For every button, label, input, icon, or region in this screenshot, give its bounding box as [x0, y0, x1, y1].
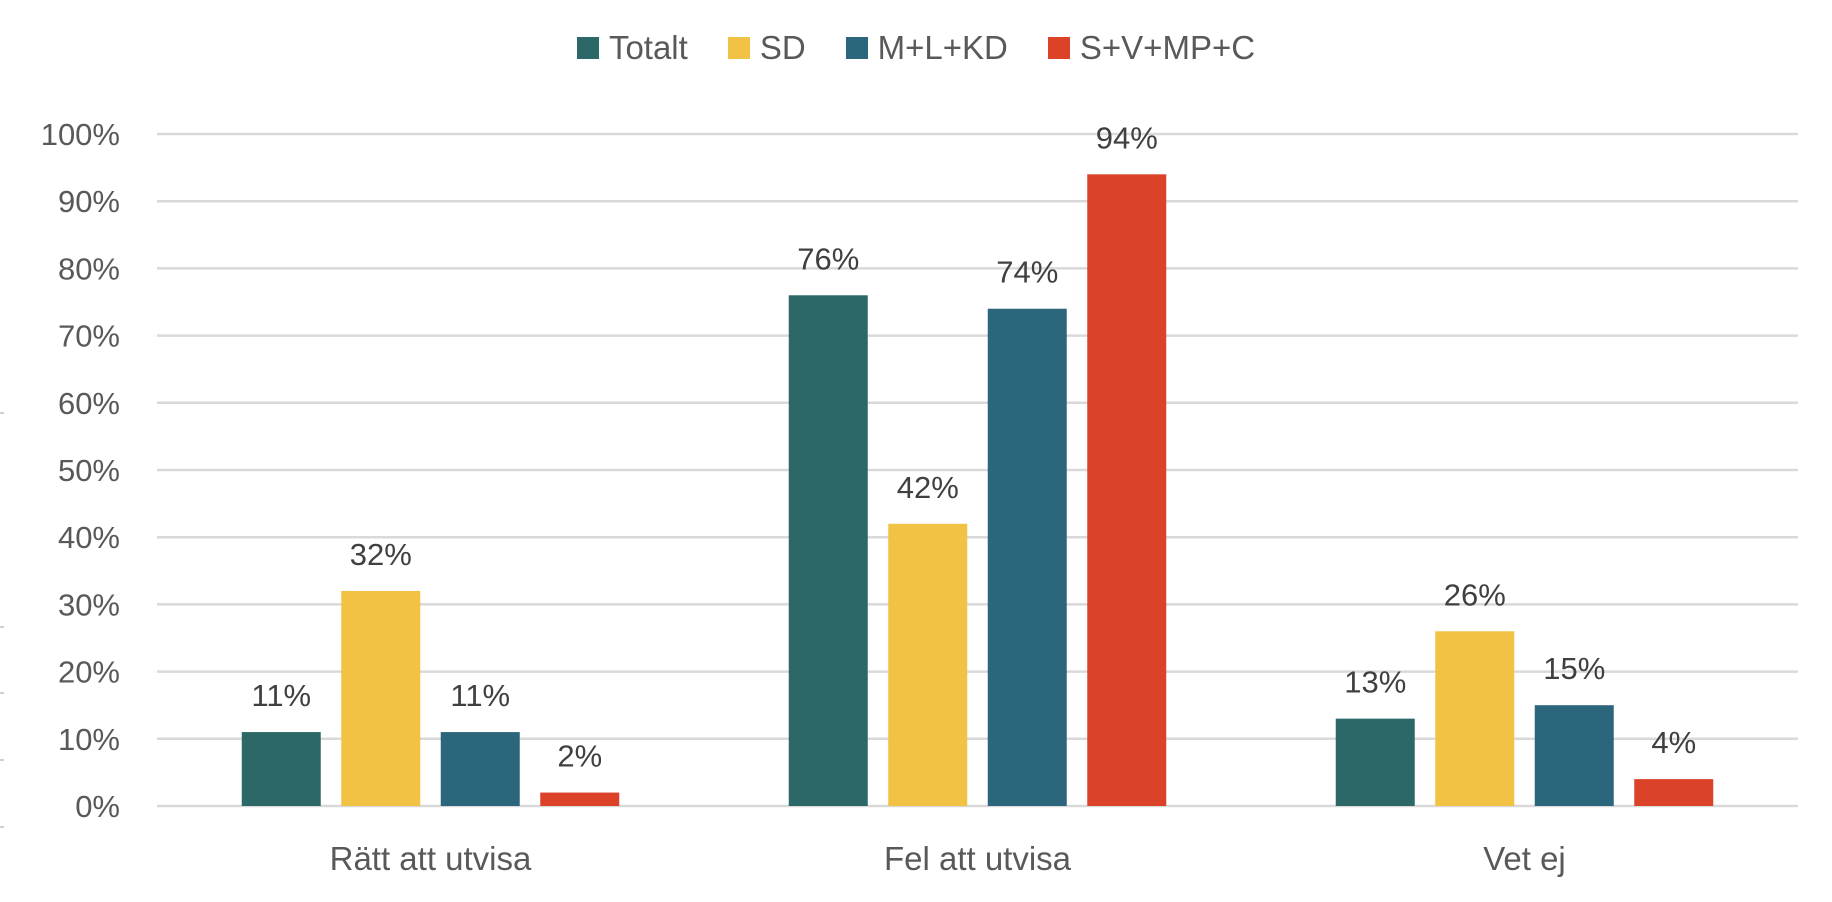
legend-swatch	[727, 37, 750, 59]
y-tick-label: 100%	[41, 117, 120, 152]
category-label: Rätt att utvisa	[330, 840, 532, 877]
data-label: 2%	[557, 739, 602, 774]
bar	[540, 792, 620, 806]
data-label: 42%	[897, 470, 959, 505]
legend-item: Totalt	[576, 29, 688, 66]
y-tick-label: 50%	[58, 453, 120, 488]
y-tick-label: 0%	[75, 789, 120, 824]
y-tick-label: 70%	[58, 319, 120, 354]
data-label: 13%	[1344, 665, 1406, 700]
y-tick-label: 10%	[58, 722, 120, 757]
y-tick-label: 20%	[58, 655, 120, 690]
legend-label: Totalt	[608, 29, 688, 66]
bar	[888, 523, 968, 806]
legend-swatch	[845, 37, 868, 59]
bar	[1534, 705, 1614, 806]
legend-label: M+L+KD	[877, 29, 1008, 66]
legend-label: SD	[759, 29, 806, 66]
legend-item: M+L+KD	[845, 29, 1008, 66]
gridlines	[0, 132, 1798, 828]
legend-swatch	[1047, 37, 1070, 59]
y-tick-label: 30%	[58, 587, 120, 622]
data-label: 15%	[1543, 651, 1605, 686]
y-tick-label: 60%	[58, 386, 120, 421]
data-labels: 11% 32% 11% 2% 76% 42% 74% 94% 13% 26% 15% 4%	[251, 120, 1696, 773]
y-tick-label: 90%	[58, 184, 120, 219]
bar	[1335, 718, 1415, 806]
bars	[241, 174, 1714, 806]
legend-label: S+V+MP+C	[1079, 29, 1256, 66]
y-axis-ticks: 0% 10% 20% 30% 40% 50% 60% 70% 80% 90% 100%	[41, 117, 120, 824]
data-label: 76%	[797, 241, 859, 276]
bar	[987, 308, 1067, 806]
bar	[341, 590, 421, 806]
data-label: 74%	[996, 255, 1058, 290]
y-tick-label: 40%	[58, 520, 120, 555]
bar	[241, 732, 321, 806]
bar	[788, 295, 868, 806]
data-label: 32%	[350, 537, 412, 572]
category-label: Vet ej	[1483, 840, 1566, 877]
y-tick-label: 80%	[58, 251, 120, 286]
bar	[1435, 631, 1515, 806]
legend-item: S+V+MP+C	[1047, 29, 1256, 66]
data-label: 11%	[251, 678, 311, 713]
category-label: Fel att utvisa	[884, 840, 1072, 877]
bar	[1087, 174, 1167, 806]
data-label: 26%	[1444, 577, 1506, 612]
legend-swatch	[576, 37, 599, 59]
data-label: 4%	[1651, 725, 1696, 760]
data-label: 11%	[450, 678, 510, 713]
chart-legend: Totalt SD M+L+KD S+V+MP+C	[0, 30, 1832, 66]
x-axis-categories: Rätt att utvisa Fel att utvisa Vet ej	[330, 840, 1566, 877]
legend-item: SD	[727, 29, 806, 66]
bar	[440, 732, 520, 806]
data-label: 94%	[1096, 120, 1158, 155]
bar	[1634, 779, 1714, 806]
